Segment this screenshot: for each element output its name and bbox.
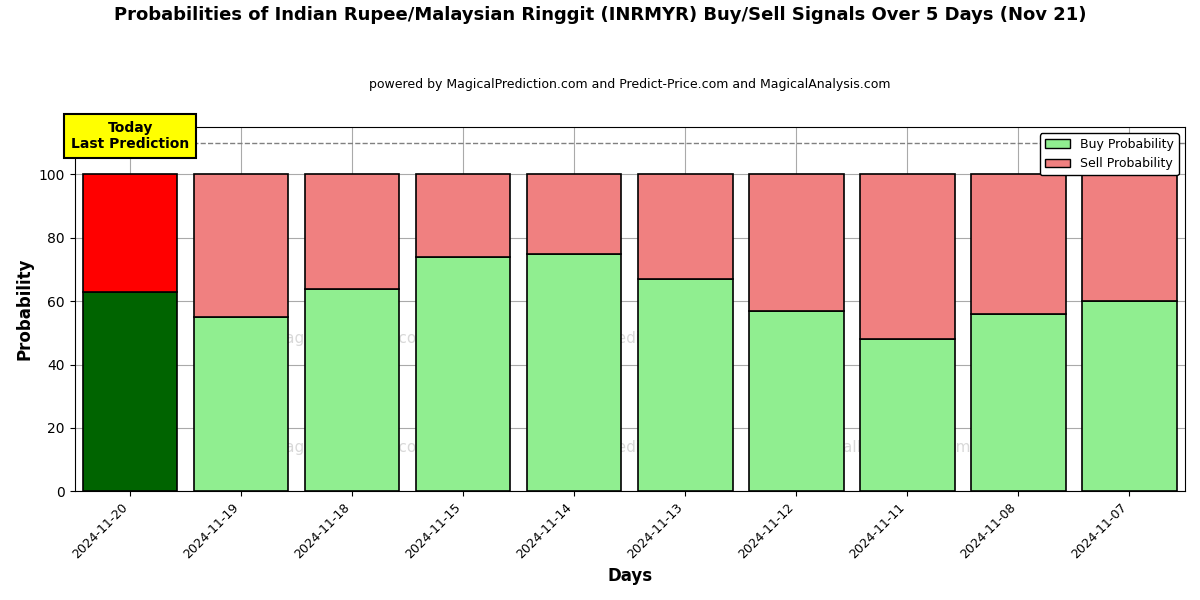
Bar: [1082, 175, 1177, 301]
Bar: [83, 175, 178, 292]
Text: MagicalAnalysis.com: MagicalAnalysis.com: [272, 440, 432, 455]
Bar: [416, 175, 510, 257]
Text: Today
Last Prediction: Today Last Prediction: [71, 121, 190, 151]
Bar: [527, 175, 622, 254]
Bar: [527, 254, 622, 491]
Bar: [1082, 301, 1177, 491]
Y-axis label: Probability: Probability: [16, 258, 34, 361]
Bar: [305, 175, 400, 289]
Text: MagicalAnalysis.com: MagicalAnalysis.com: [272, 331, 432, 346]
Bar: [83, 292, 178, 491]
Bar: [971, 175, 1066, 314]
X-axis label: Days: Days: [607, 567, 653, 585]
Title: powered by MagicalPrediction.com and Predict-Price.com and MagicalAnalysis.com: powered by MagicalPrediction.com and Pre…: [370, 78, 890, 91]
Text: MagicalPrediction.com: MagicalPrediction.com: [544, 331, 716, 346]
Bar: [749, 311, 844, 491]
Bar: [194, 175, 288, 317]
Bar: [638, 279, 732, 491]
Bar: [194, 317, 288, 491]
Bar: [416, 257, 510, 491]
Bar: [860, 339, 955, 491]
Bar: [860, 175, 955, 339]
Bar: [305, 289, 400, 491]
Bar: [749, 175, 844, 311]
Text: Probabilities of Indian Rupee/Malaysian Ringgit (INRMYR) Buy/Sell Signals Over 5: Probabilities of Indian Rupee/Malaysian …: [114, 6, 1086, 24]
Bar: [638, 175, 732, 279]
Legend: Buy Probability, Sell Probability: Buy Probability, Sell Probability: [1040, 133, 1178, 175]
Text: MagicalPrediction.com: MagicalPrediction.com: [544, 440, 716, 455]
Text: MagicalPrediction.com: MagicalPrediction.com: [799, 440, 972, 455]
Bar: [971, 314, 1066, 491]
